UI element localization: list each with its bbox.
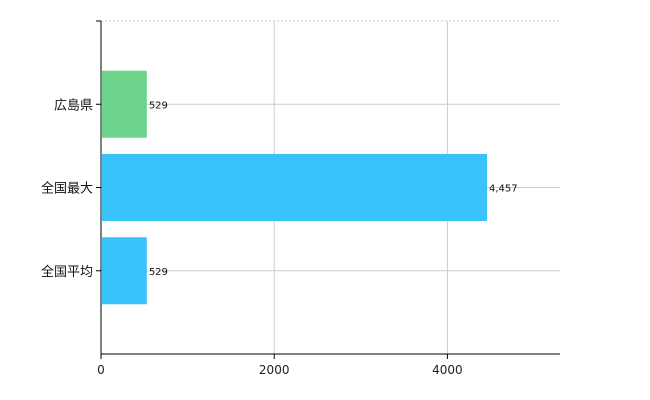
category-label: 全国平均: [41, 264, 93, 280]
axes: [96, 20, 560, 359]
x-tick-label: 0: [97, 363, 105, 377]
bar: [102, 237, 147, 305]
x-tick-label: 2000: [259, 363, 290, 377]
labels: 0 2000 4000 529 広島県 4,457 全国最大 529 全国平均: [41, 98, 518, 377]
data-label: 529: [149, 100, 168, 111]
x-tick-label: 4000: [432, 363, 463, 377]
bar: [102, 154, 487, 221]
data-label: 529: [149, 267, 168, 278]
data-label: 4,457: [489, 184, 518, 195]
bar: [102, 70, 147, 138]
category-label: 広島県: [54, 98, 93, 113]
category-label: 全国最大: [41, 181, 93, 197]
bars: [102, 70, 487, 305]
